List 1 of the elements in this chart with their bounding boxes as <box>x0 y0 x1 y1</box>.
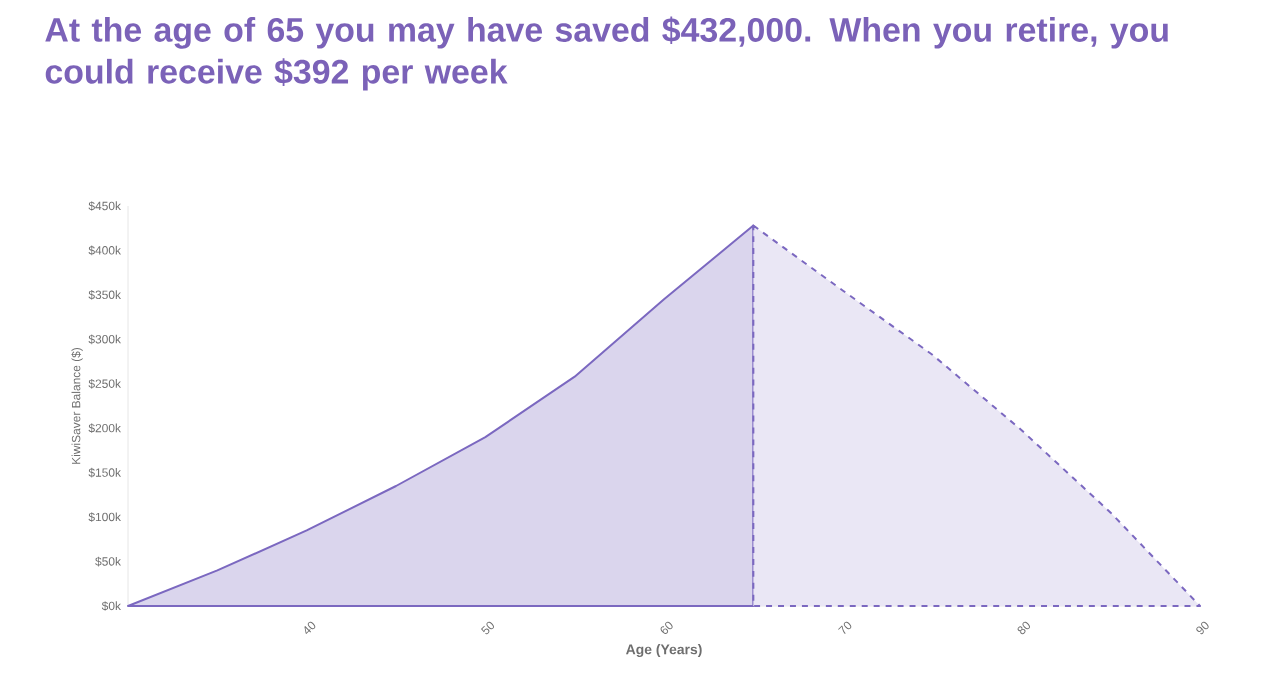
chart-title: At the age of 65 you may have saved $432,000. When you retire, you could receive $392 per week <box>45 16 1168 91</box>
